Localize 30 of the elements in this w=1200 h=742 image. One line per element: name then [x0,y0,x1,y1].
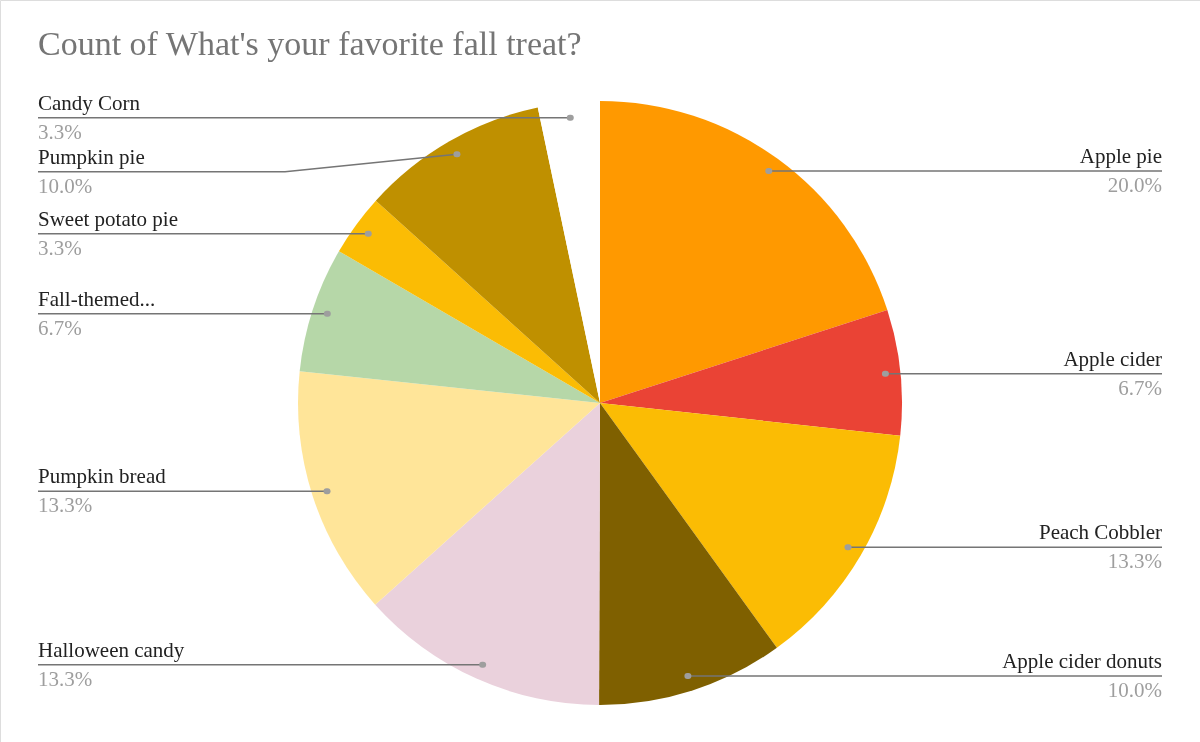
slice-label: Pumpkin bread [38,464,167,489]
data-label: 13.3% [1107,549,1162,574]
pie-slice [599,403,777,705]
pie-slice [298,371,600,605]
data-label: 6.7% [38,315,82,340]
pie-slice [600,310,902,436]
slice-label: Apple cider [1063,346,1162,371]
pie-slice [600,101,888,403]
slice-label: Sweet potato pie [38,206,178,231]
data-label: 10.0% [38,173,93,198]
slice-label: Halloween candy [38,637,185,662]
chart-title: Count of What's your favorite fall treat? [38,25,582,62]
pie-slice [338,200,600,403]
data-label: 3.3% [38,235,82,260]
pie-slice [600,403,901,648]
data-label: 3.3% [38,119,82,144]
pie-slice [299,251,600,403]
pie-slice [375,107,600,403]
slice-label: Apple cider donuts [1002,649,1162,674]
slice-label: Apple pie [1079,144,1162,168]
slice-label: Pumpkin pie [38,144,145,169]
data-label: 13.3% [38,666,93,691]
data-label: 20.0% [1107,173,1162,197]
data-label: 10.0% [1107,678,1162,703]
data-label: 13.3% [38,493,93,518]
slice-label: Peach Cobbler [1038,520,1163,545]
data-label: 6.7% [1118,375,1162,400]
pie-slice [375,403,600,705]
slice-label: Candy Corn [38,90,141,115]
slice-label: Fall-themed... [38,286,156,311]
